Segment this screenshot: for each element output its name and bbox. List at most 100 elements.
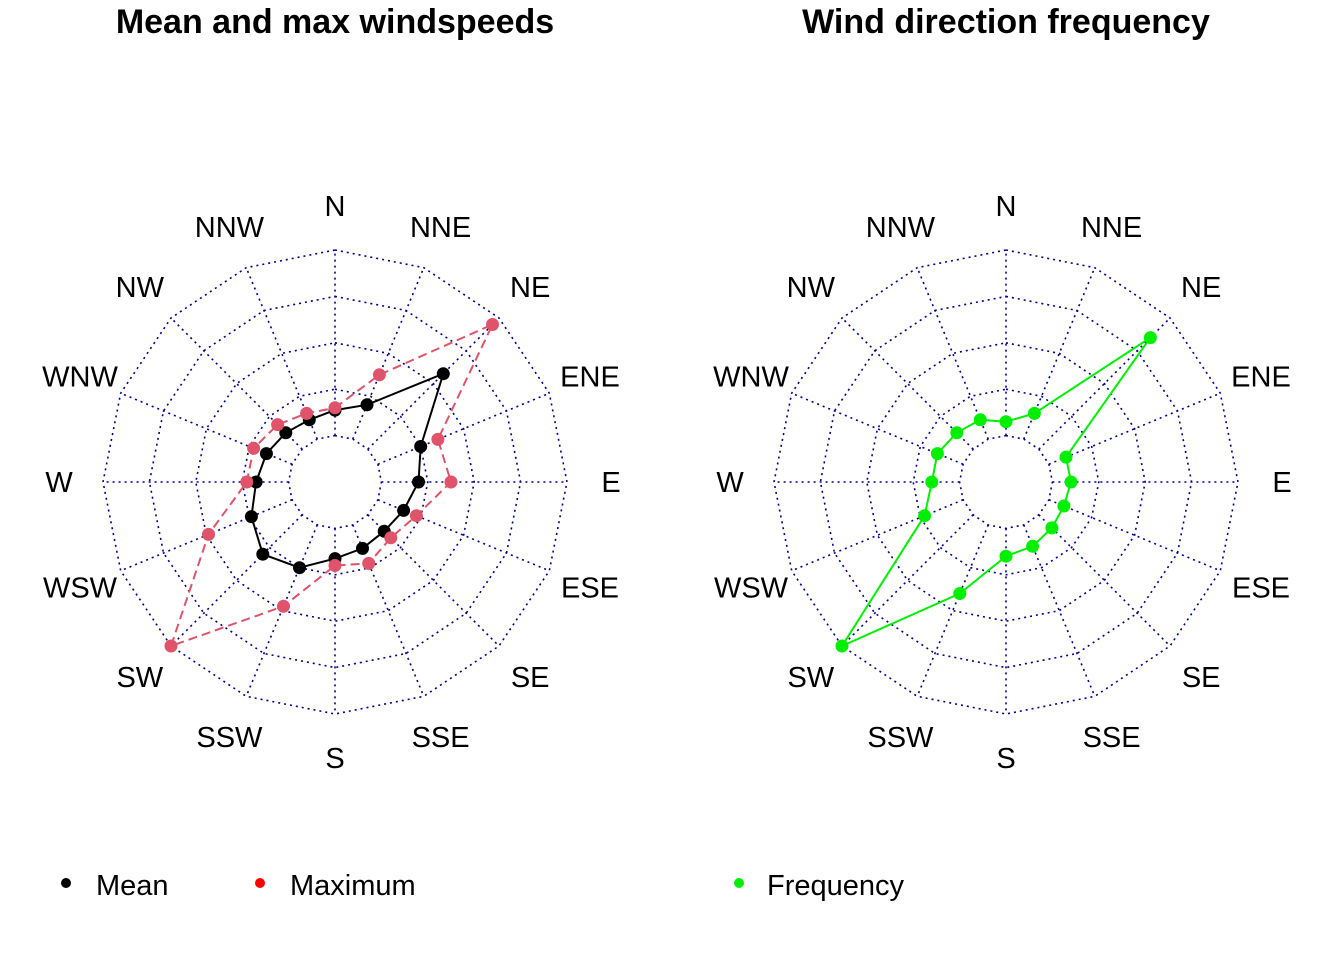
data-point-mean-nw bbox=[279, 426, 293, 440]
legend-marker-frequency bbox=[734, 878, 744, 888]
data-point-frequency-se bbox=[1045, 521, 1059, 535]
data-point-frequency-nnw bbox=[973, 413, 987, 427]
data-point-mean-e bbox=[412, 475, 425, 489]
grid-spoke bbox=[120, 499, 293, 572]
direction-label-wsw: WSW bbox=[43, 573, 118, 605]
data-point-frequency-ese bbox=[1057, 499, 1071, 513]
direction-label-w: W bbox=[716, 467, 744, 499]
data-point-frequency-s bbox=[999, 549, 1013, 563]
direction-label-ese: ESE bbox=[1232, 573, 1290, 605]
legend-marker-mean bbox=[61, 878, 71, 888]
data-point-frequency-nw bbox=[950, 426, 964, 440]
data-point-maximum-wsw bbox=[202, 527, 215, 541]
legend-windspeed: Mean Maximum bbox=[61, 870, 416, 902]
legend-item-frequency: Frequency bbox=[734, 870, 905, 902]
data-point-frequency-nne bbox=[1027, 406, 1041, 420]
grid-spoke bbox=[841, 317, 974, 450]
grid-spoke bbox=[377, 392, 550, 465]
grid-spoke bbox=[170, 514, 303, 647]
data-point-maximum-se bbox=[384, 531, 398, 545]
direction-label-n: N bbox=[996, 191, 1017, 223]
direction-label-wsw: WSW bbox=[714, 573, 789, 605]
chart-title: Mean and max windspeeds bbox=[116, 3, 554, 41]
grid-spoke bbox=[245, 524, 318, 697]
direction-label-s: S bbox=[996, 743, 1015, 775]
grid-ring bbox=[958, 434, 1054, 530]
grid-spoke bbox=[1048, 499, 1221, 572]
direction-label-se: SE bbox=[511, 662, 550, 694]
direction-label-ne: NE bbox=[1181, 272, 1221, 304]
data-point-maximum-e bbox=[444, 475, 458, 489]
data-point-maximum-s bbox=[328, 559, 342, 572]
grid-spoke bbox=[1038, 514, 1171, 647]
data-point-maximum-nnw bbox=[300, 406, 314, 420]
direction-labels: N NNE NE ENE E ESE SE SSE S SSW SW WSW W WNW NW NNW bbox=[42, 191, 621, 775]
data-point-maximum-nw bbox=[271, 418, 285, 432]
direction-label-nne: NNE bbox=[1081, 212, 1142, 244]
direction-label-nne: NNE bbox=[410, 212, 471, 244]
grid-ring bbox=[819, 295, 1193, 669]
series-maximum bbox=[164, 318, 499, 653]
data-point-mean-wnw bbox=[259, 447, 273, 461]
series-mean bbox=[244, 367, 450, 575]
data-point-mean-ene bbox=[414, 440, 428, 453]
direction-label-sse: SSE bbox=[1083, 722, 1141, 754]
data-point-maximum-w bbox=[240, 475, 254, 489]
data-point-maximum-ene bbox=[431, 432, 445, 446]
direction-label-e: E bbox=[601, 467, 620, 499]
direction-label-nnw: NNW bbox=[195, 212, 265, 244]
data-point-frequency-wnw bbox=[930, 447, 944, 461]
legend-label-mean: Mean bbox=[96, 870, 169, 902]
direction-label-e: E bbox=[1272, 467, 1291, 499]
series-frequency bbox=[835, 331, 1157, 653]
grid-spoke bbox=[367, 317, 500, 450]
data-point-frequency-wsw bbox=[918, 509, 932, 523]
direction-label-ene: ENE bbox=[560, 361, 620, 393]
data-point-maximum-ssw bbox=[277, 599, 290, 613]
data-point-mean-ne bbox=[436, 367, 450, 381]
grid-ring bbox=[865, 341, 1147, 623]
grid-ring bbox=[148, 295, 522, 669]
direction-label-ssw: SSW bbox=[196, 722, 263, 754]
direction-label-sw: SW bbox=[787, 662, 834, 694]
direction-label-ese: ESE bbox=[561, 573, 619, 605]
data-series bbox=[835, 331, 1157, 653]
chart-title: Wind direction frequency bbox=[802, 3, 1210, 41]
legend-item-mean: Mean bbox=[61, 870, 169, 902]
data-point-frequency-sw bbox=[835, 639, 849, 653]
direction-label-nw: NW bbox=[787, 272, 836, 304]
grid-ring bbox=[241, 388, 429, 576]
grid-spoke bbox=[916, 267, 989, 440]
direction-label-wnw: WNW bbox=[42, 361, 118, 393]
windspeed-radar-chart: Mean and max windspeeds N NNE NE ENE E ESE SE S… bbox=[42, 3, 621, 775]
legend-frequency: Frequency bbox=[734, 870, 905, 902]
grid-spoke bbox=[1023, 524, 1096, 697]
direction-label-n: N bbox=[325, 191, 346, 223]
data-point-frequency-e bbox=[1064, 475, 1078, 489]
data-point-maximum-ne bbox=[486, 318, 499, 331]
legend-marker-maximum bbox=[255, 878, 265, 888]
data-point-maximum-n bbox=[328, 401, 342, 415]
data-point-maximum-wnw bbox=[247, 441, 261, 455]
direction-label-s: S bbox=[325, 743, 344, 775]
grid-ring bbox=[773, 249, 1239, 715]
series-line-mean bbox=[250, 371, 445, 569]
data-point-maximum-sse bbox=[362, 556, 376, 570]
grid-ring bbox=[287, 434, 383, 530]
grid-spoke bbox=[916, 524, 989, 697]
grid-spoke bbox=[841, 514, 974, 647]
data-point-maximum-ese bbox=[409, 509, 423, 523]
data-point-mean-ssw bbox=[293, 561, 306, 575]
data-point-mean-sw bbox=[256, 547, 270, 561]
series-line-maximum bbox=[169, 322, 495, 648]
direction-label-ne: NE bbox=[510, 272, 550, 304]
direction-label-se: SE bbox=[1182, 662, 1221, 694]
direction-labels: N NNE NE ENE E ESE SE SSE S SSW SW WSW W WNW NW NNW bbox=[713, 191, 1292, 775]
data-point-mean-ese bbox=[397, 503, 411, 517]
data-point-maximum-sw bbox=[164, 639, 178, 653]
data-point-mean-w bbox=[249, 475, 263, 489]
legend-label-maximum: Maximum bbox=[290, 870, 416, 902]
legend-item-maximum: Maximum bbox=[255, 870, 416, 902]
direction-label-ssw: SSW bbox=[867, 722, 934, 754]
